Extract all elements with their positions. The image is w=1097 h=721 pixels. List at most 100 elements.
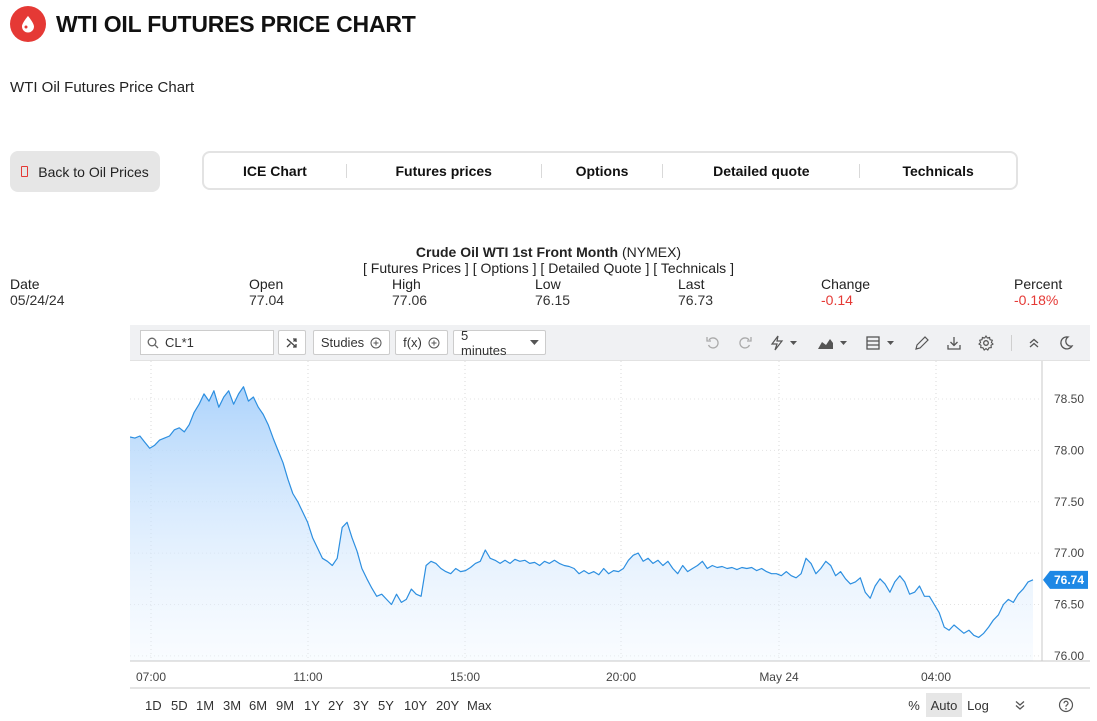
stat-change: Change -0.14	[821, 276, 870, 308]
toolbar-divider	[1011, 335, 1012, 351]
interval-value: 5 minutes	[461, 327, 507, 358]
quote-heading: Crude Oil WTI 1st Front Month (NYMEX)	[0, 244, 1097, 260]
gear-icon[interactable]	[976, 333, 996, 353]
moon-icon[interactable]	[1056, 333, 1076, 353]
stat-value: 77.06	[392, 292, 428, 308]
download-icon[interactable]	[944, 333, 964, 353]
link-detailed-quote[interactable]: Detailed Quote	[548, 260, 642, 276]
period-3m[interactable]: 3M	[223, 698, 242, 713]
period-3y[interactable]: 3Y	[353, 698, 369, 713]
undo-icon[interactable]	[703, 333, 723, 353]
symbol-input[interactable]	[165, 335, 265, 350]
page-title: WTI OIL FUTURES PRICE CHART	[56, 10, 416, 37]
x-tick-label: 07:00	[136, 670, 166, 684]
period-20y[interactable]: 20Y	[436, 698, 460, 713]
exchange-name: (NYMEX)	[621, 244, 682, 260]
stat-label: Date	[10, 276, 40, 292]
period-1d[interactable]: 1D	[145, 698, 162, 713]
page-subtitle: WTI Oil Futures Price Chart	[10, 79, 195, 96]
period-5y[interactable]: 5Y	[378, 698, 394, 713]
chart-type-icon[interactable]	[816, 333, 850, 353]
stat-open: Open 77.04	[249, 276, 284, 308]
period-9m[interactable]: 9M	[276, 698, 295, 713]
y-tick-label: 76.50	[1054, 597, 1084, 611]
collapse-icon[interactable]	[1024, 333, 1044, 353]
stat-label: Last	[678, 276, 705, 292]
tab-divider	[345, 163, 347, 178]
stat-value: 05/24/24	[10, 292, 65, 308]
function-button[interactable]: f(x)	[395, 330, 448, 355]
studies-label: Studies	[320, 335, 365, 350]
y-tick-label: 76.00	[1054, 649, 1084, 663]
log-scale-toggle[interactable]: Log	[967, 697, 989, 713]
price-chart[interactable]: 07:00 11:00 15:00 20:00 May 24 04:00 78.50 78.0…	[130, 361, 1090, 689]
pencil-icon[interactable]	[912, 333, 932, 353]
last-price-label: 76.74	[1054, 573, 1084, 587]
back-button-label: Back to Oil Prices	[38, 163, 149, 180]
period-5d[interactable]: 5D	[171, 698, 188, 713]
chart-toolbar: Studies f(x) 5 minutes	[130, 325, 1090, 361]
period-max[interactable]: Max	[467, 698, 492, 713]
layout-icon[interactable]	[865, 333, 899, 353]
period-10y[interactable]: 10Y	[404, 698, 428, 713]
plus-circle-icon	[428, 337, 440, 348]
y-tick-label: 78.00	[1054, 443, 1084, 457]
tab-ice-chart[interactable]: ICE Chart	[243, 162, 307, 179]
help-icon[interactable]	[1056, 693, 1076, 717]
stat-label: Low	[535, 276, 561, 292]
period-1y[interactable]: 1Y	[304, 698, 320, 713]
stat-label: Open	[249, 276, 284, 292]
page-header: WTI OIL FUTURES PRICE CHART	[10, 6, 416, 42]
x-tick-label: May 24	[759, 670, 799, 684]
percent-scale-toggle[interactable]: %	[908, 697, 920, 713]
oil-drop-icon	[10, 6, 46, 42]
stat-label: High	[392, 276, 421, 292]
tab-divider	[662, 163, 664, 178]
stat-value: 76.15	[535, 292, 571, 308]
interval-select[interactable]: 5 minutes	[453, 327, 546, 358]
x-tick-label: 04:00	[921, 670, 951, 684]
back-icon	[21, 166, 29, 177]
link-options[interactable]: Options	[480, 260, 529, 276]
contract-name: Crude Oil WTI 1st Front Month	[415, 244, 619, 260]
stat-last: Last 76.73	[678, 276, 713, 308]
stat-high: High 77.06	[392, 276, 427, 308]
tab-bar: ICE Chart Futures prices Options Detaile…	[202, 151, 1018, 190]
stat-value: 77.04	[249, 292, 285, 308]
last-price-tag	[1043, 570, 1088, 589]
period-1m[interactable]: 1M	[196, 698, 215, 713]
stat-label: Change	[821, 276, 871, 292]
stat-low: Low 76.15	[535, 276, 570, 308]
compare-button[interactable]	[278, 330, 306, 355]
redo-icon[interactable]	[735, 333, 755, 353]
x-tick-label: 20:00	[606, 670, 636, 684]
link-futures-prices[interactable]: Futures Prices	[370, 260, 462, 276]
expand-down-icon[interactable]	[1010, 693, 1030, 717]
price-area	[130, 386, 1033, 661]
chevron-down-icon	[530, 340, 539, 345]
y-tick-label: 77.00	[1054, 546, 1084, 560]
back-to-oil-prices-button[interactable]: Back to Oil Prices	[10, 151, 160, 192]
chart-bottom-bar: 1D 5D 1M 3M 6M 9M 1Y 2Y 3Y 5Y 10Y 20Y Max % Auto Log	[130, 692, 1090, 720]
stat-value: -0.14	[821, 292, 853, 308]
link-technicals[interactable]: Technicals	[660, 260, 727, 276]
lightning-icon[interactable]	[767, 333, 801, 353]
tab-detailed-quote[interactable]: Detailed quote	[713, 162, 810, 179]
tab-technicals[interactable]: Technicals	[902, 162, 974, 179]
plus-circle-icon	[370, 337, 382, 348]
tab-options[interactable]: Options	[575, 162, 629, 179]
stat-value: 76.73	[678, 292, 714, 308]
price-chart-svg: 07:00 11:00 15:00 20:00 May 24 04:00 78.50 78.0…	[130, 361, 1090, 689]
stat-date: Date 05/24/24	[10, 276, 65, 308]
symbol-search[interactable]	[140, 330, 274, 355]
auto-scale-toggle[interactable]: Auto	[926, 693, 962, 717]
shuffle-icon	[286, 337, 297, 348]
period-6m[interactable]: 6M	[249, 698, 268, 713]
stat-value: -0.18%	[1014, 292, 1059, 308]
period-2y[interactable]: 2Y	[328, 698, 344, 713]
stat-percent: Percent -0.18%	[1014, 276, 1062, 308]
y-tick-label: 78.50	[1054, 392, 1084, 406]
tab-futures-prices[interactable]: Futures prices	[395, 162, 492, 179]
studies-button[interactable]: Studies	[313, 330, 390, 355]
quote-links: [ Futures Prices ] [ Options ] [ Detaile…	[363, 260, 734, 276]
